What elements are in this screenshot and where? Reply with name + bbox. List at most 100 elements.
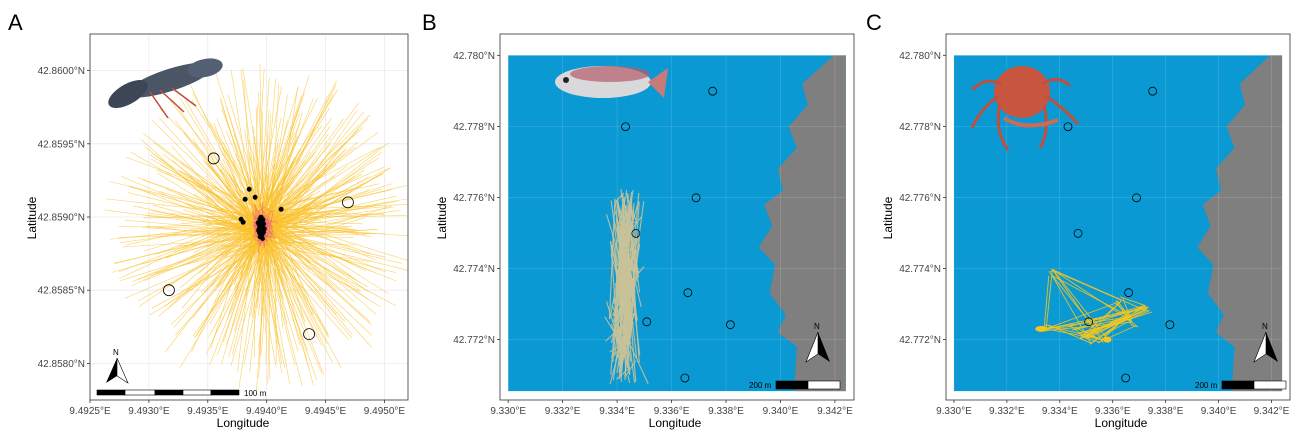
y-axis-title-b: Latitude <box>435 196 449 239</box>
track-segment <box>272 172 286 239</box>
track-segment <box>130 185 272 241</box>
core-segment <box>263 206 273 213</box>
track-segment <box>144 146 255 235</box>
track-segment <box>243 80 255 227</box>
x-tick-label: 9.338°E <box>708 406 744 417</box>
y-tick-label: 42.8580°N <box>38 359 85 370</box>
x-tick-label: 9.332°E <box>545 406 581 417</box>
track-segment <box>244 129 257 231</box>
track-segment <box>262 134 329 220</box>
scalebar-segment <box>154 389 184 396</box>
receiver-marker <box>1124 288 1133 298</box>
receiver-marker <box>631 228 641 238</box>
panel-label-a: A <box>8 10 23 35</box>
scalebar-segment <box>124 389 156 396</box>
fish-back <box>570 66 650 82</box>
track-segment <box>263 80 337 237</box>
track-segment <box>1042 321 1132 332</box>
track-segment <box>260 222 372 348</box>
panel-border <box>89 33 409 401</box>
x-tick-label: 9.340°E <box>1201 406 1237 417</box>
track-segment <box>261 75 310 221</box>
receiver-marker <box>708 86 718 96</box>
track-segment <box>249 157 265 217</box>
axes-c: 9.330°E 9.332°E 9.334°E 9.336°E 9.338°E 9.340… <box>899 51 1289 417</box>
track-segment <box>609 289 636 385</box>
track-segment <box>215 228 257 290</box>
receiver-marker <box>683 288 693 298</box>
position-point <box>240 219 246 225</box>
track-segment <box>615 217 633 332</box>
plot-area-c <box>946 34 1290 400</box>
track-segment <box>1069 307 1147 327</box>
north-label: N <box>814 322 820 331</box>
receiver-marker <box>621 122 630 132</box>
track-segment <box>1128 317 1133 322</box>
track-segment <box>205 242 261 273</box>
x-tick-label: 9.4925°E <box>69 406 111 417</box>
track-segment <box>200 234 260 293</box>
overlay-c: 200 m N <box>945 33 1291 401</box>
y-tick-label: 42.8590°N <box>38 213 85 224</box>
track-segment <box>141 227 267 265</box>
track-segment <box>612 310 634 316</box>
y-tick-label: 42.780°N <box>453 51 495 62</box>
land-area <box>758 55 846 392</box>
track-segment <box>265 228 369 288</box>
panel-label-b: B <box>422 10 437 35</box>
core-segment <box>270 224 274 229</box>
x-tick-label: 9.338°E <box>1148 406 1184 417</box>
receiver-marker <box>1084 317 1094 327</box>
fish-tail <box>648 68 668 98</box>
track-segment <box>179 227 267 369</box>
track-segment <box>1122 298 1133 323</box>
position-point <box>258 223 263 228</box>
track-segment <box>255 68 265 211</box>
track-segment <box>226 232 268 345</box>
track-segment <box>1045 269 1053 331</box>
track-segment <box>622 195 640 278</box>
receiver-marker <box>1121 373 1131 383</box>
north-label: N <box>113 348 119 357</box>
panel-border <box>945 33 1291 401</box>
track-segment <box>169 221 262 308</box>
position-point <box>258 234 263 240</box>
y-tick-label: 42.772°N <box>453 335 495 346</box>
receiver-marker <box>303 328 315 341</box>
receiver-marker <box>1073 228 1083 238</box>
track-segment <box>244 236 257 248</box>
track-segment <box>625 193 629 271</box>
track-segment <box>1090 316 1130 344</box>
track-segment <box>267 170 365 230</box>
track-segment <box>266 176 370 235</box>
y-tick-label: 42.8585°N <box>38 286 85 297</box>
track-segment <box>619 307 630 369</box>
track-segment <box>137 232 257 281</box>
track-segment <box>260 234 397 307</box>
track-segment <box>156 215 256 255</box>
track-segment <box>254 228 264 286</box>
axes-b: 9.330°E 9.332°E 9.334°E 9.336°E 9.338°E 9.340… <box>453 51 853 417</box>
x-tick-label: 9.330°E <box>490 406 526 417</box>
track-segment <box>221 109 266 226</box>
fish-illustration <box>555 66 668 98</box>
track-segment <box>258 134 269 228</box>
track-segment <box>202 159 264 219</box>
track-segment <box>612 223 625 363</box>
x-tick-label: 9.332°E <box>989 406 1025 417</box>
track-segment <box>177 193 264 240</box>
track-segment <box>629 236 637 339</box>
track-segment <box>616 367 630 380</box>
y-tick-label: 42.776°N <box>453 193 495 204</box>
track-segment <box>611 304 649 385</box>
fish-eye <box>563 77 569 83</box>
track-segment <box>260 233 304 319</box>
track-segment <box>270 235 342 369</box>
north-arrow-right <box>116 357 129 384</box>
track-segment <box>158 117 256 225</box>
overlay-b: 200 m N <box>499 33 855 401</box>
position-point <box>257 219 262 224</box>
track-segment <box>257 232 337 315</box>
track-segment <box>130 151 264 229</box>
track-segment <box>150 238 263 277</box>
